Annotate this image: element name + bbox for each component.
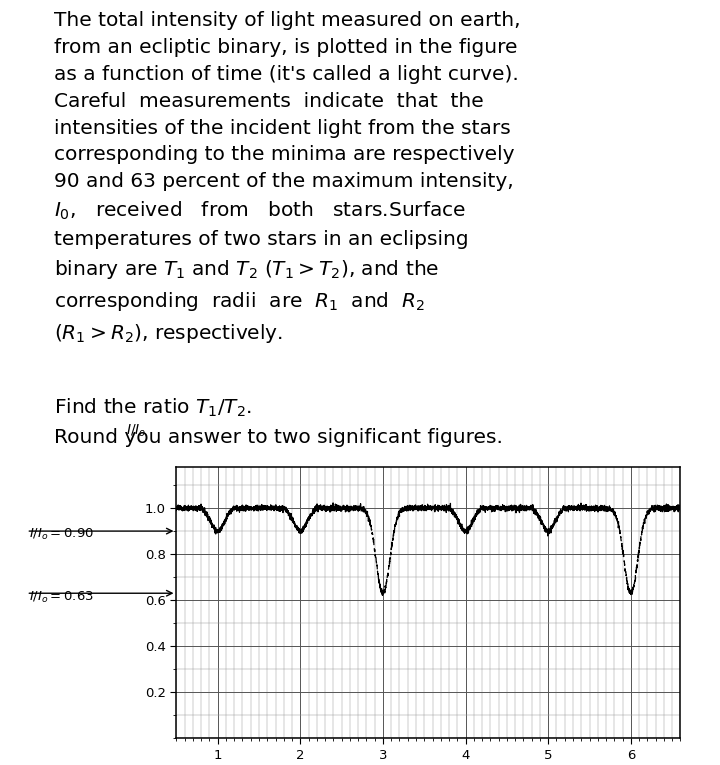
Text: Find the ratio $T_1/T_2$.
Round you answer to two significant figures.: Find the ratio $T_1/T_2$. Round you answ… (54, 397, 503, 447)
Text: The total intensity of light measured on earth,
from an ecliptic binary, is plot: The total intensity of light measured on… (54, 11, 521, 345)
Text: $I/I_o = 0.63$: $I/I_o = 0.63$ (29, 590, 94, 604)
Text: $I/I_o$: $I/I_o$ (126, 423, 146, 439)
Text: $I/I_o = 0.90$: $I/I_o = 0.90$ (29, 527, 94, 542)
